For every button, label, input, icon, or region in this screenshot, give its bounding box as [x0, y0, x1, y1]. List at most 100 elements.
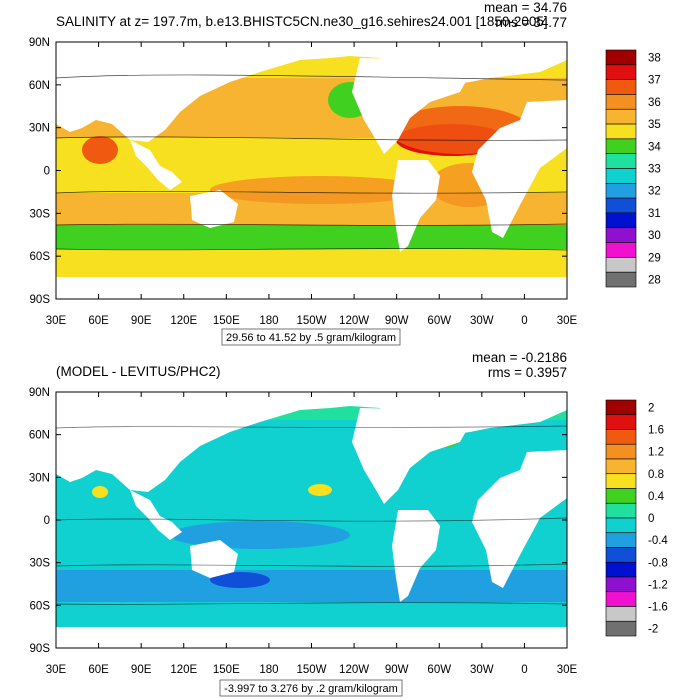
y-tick-label: 30S — [30, 208, 51, 220]
colorbar-label: -0.8 — [648, 557, 668, 569]
colorbar-label: -1.6 — [648, 602, 668, 614]
arabian-sea-max — [82, 136, 118, 164]
x-tick-label: 60E — [88, 664, 109, 676]
y-tick-label: 60N — [29, 430, 50, 442]
colorbar-swatch — [605, 138, 637, 154]
x-tick-label: 150E — [213, 664, 240, 676]
colorbar-label: 0.8 — [648, 469, 664, 481]
panel1-colorbar: 38 37 36 35 34 33 32 31 30 29 28 — [605, 49, 661, 288]
colorbar-swatch — [605, 123, 637, 140]
panel2-map — [56, 392, 567, 648]
colorbar-swatch — [605, 488, 637, 504]
x-tick-label: 180 — [259, 664, 278, 676]
southern-ocean-negative — [56, 570, 567, 602]
colorbar-label: 1.2 — [648, 447, 664, 459]
x-tick-label: 30E — [46, 664, 67, 676]
colorbar-swatch — [605, 502, 637, 519]
panel2-range-box — [219, 679, 403, 697]
land-mask-2 — [56, 392, 567, 648]
panel2-contours — [56, 425, 567, 605]
colorbar-swatch — [605, 620, 637, 637]
panel1-range-box — [221, 328, 401, 346]
panel1-rms: rms = 34.77 — [495, 15, 567, 30]
colorbar-swatch — [605, 606, 637, 622]
panel2-rms: rms = 0.3957 — [488, 365, 567, 380]
x-tick-label: 90E — [131, 664, 152, 676]
x-tick-label: 150E — [213, 315, 240, 327]
panel1-contours — [56, 74, 567, 251]
colorbar-label: 33 — [648, 164, 661, 176]
y-tick-label: 30N — [29, 123, 50, 135]
colorbar-swatch — [605, 414, 637, 430]
colorbar-swatch — [605, 429, 637, 445]
x-tick-label: 120W — [339, 315, 369, 327]
panel1-y-ticks: 90N 60N 30N 0 30S 60S 90S — [29, 37, 567, 306]
salinity-panel: SALINITY at z= 197.7m, b.e13.BHISTC5CN.n… — [29, 0, 661, 346]
colorbar-label: 34 — [648, 141, 661, 153]
colorbar-swatch — [605, 64, 637, 80]
colorbar-swatch — [605, 168, 637, 184]
colorbar-swatch — [605, 473, 637, 489]
colorbar-label: 32 — [648, 186, 661, 198]
y-tick-label: 60S — [30, 600, 51, 612]
colorbar-label: 35 — [648, 119, 661, 131]
x-tick-label: 180 — [259, 315, 278, 327]
x-tick-label: 90W — [385, 315, 409, 327]
colorbar-swatch — [605, 108, 637, 125]
x-tick-label: 90W — [385, 664, 409, 676]
x-tick-label: 30W — [470, 315, 494, 327]
southern-ocean-band — [56, 225, 567, 249]
colorbar-label: 38 — [648, 52, 661, 64]
x-tick-label: 120W — [339, 664, 369, 676]
colorbar-label: 2 — [648, 402, 654, 414]
y-tick-label: 90N — [29, 387, 50, 399]
colorbar-label: 31 — [648, 208, 661, 220]
y-tick-label: 90S — [30, 643, 51, 655]
panel2-x-ticks: 30E 60E 90E 120E 150E 180 150W 120W 90W 60W 30W 0 30… — [46, 392, 578, 676]
y-tick-label: 0 — [44, 515, 50, 527]
x-tick-label: 120E — [170, 315, 197, 327]
colorbar-swatch — [605, 94, 637, 110]
x-tick-label: 90E — [131, 315, 152, 327]
x-tick-label: 150W — [296, 315, 326, 327]
colorbar-swatch — [605, 79, 637, 95]
x-tick-label: 0 — [521, 315, 527, 327]
y-tick-label: 30S — [30, 558, 51, 570]
x-tick-label: 0 — [521, 664, 527, 676]
x-tick-label: 60E — [88, 315, 109, 327]
colorbar-swatch — [605, 49, 637, 66]
colorbar-swatch — [605, 547, 637, 563]
x-tick-label: 30E — [46, 315, 67, 327]
colorbar-label: 37 — [648, 75, 661, 87]
panel2-mean: mean = -0.2186 — [472, 350, 567, 365]
colorbar-swatch — [605, 517, 637, 534]
colorbar-label: -2 — [648, 624, 658, 636]
difference-panel: (MODEL - LEVITUS/PHC2) mean = -0.2186 rm… — [29, 350, 668, 697]
colorbar-swatch — [605, 183, 637, 199]
panel1-x-ticks: 30E 60E 90E 120E 150E 180 150W 120W 90W 60W 30W 0 30… — [46, 42, 578, 327]
panel2-y-ticks: 90N 60N 30N 0 30S 60S 90S — [29, 387, 567, 655]
panel1-range-note: 29.56 to 41.52 by .5 gram/kilogram — [226, 332, 396, 344]
colorbar-label: 36 — [648, 97, 661, 109]
colorbar-swatch — [605, 576, 637, 593]
colorbar-label: 1.6 — [648, 425, 664, 437]
panel2-title: (MODEL - LEVITUS/PHC2) — [56, 364, 221, 379]
colorbar-swatch — [605, 227, 637, 243]
colorbar-swatch — [605, 443, 637, 460]
antarctic-band — [56, 249, 567, 277]
colorbar-label: 28 — [648, 275, 661, 287]
colorbar-swatch — [605, 212, 637, 229]
colorbar-label: 0.4 — [648, 491, 665, 503]
panel1-mean: mean = 34.76 — [484, 0, 567, 15]
panel1-title: SALINITY at z= 197.7m, b.e13.BHISTC5CN.n… — [56, 14, 548, 29]
panel2-colorbar: 2 1.6 1.2 0.8 0.4 0 -0.4 -0.8 -1.2 -1.6 -2 — [605, 399, 668, 637]
colorbar-label: 29 — [648, 252, 661, 264]
colorbar-label: -1.2 — [648, 579, 668, 591]
colorbar-label: 0 — [648, 513, 654, 525]
colorbar-swatch — [605, 257, 637, 273]
y-tick-label: 60S — [30, 251, 51, 263]
y-tick-label: 30N — [29, 472, 50, 484]
colorbar-swatch — [605, 591, 637, 607]
panel2-range-note: -3.997 to 3.276 by .2 gram/kilogram — [224, 683, 398, 695]
